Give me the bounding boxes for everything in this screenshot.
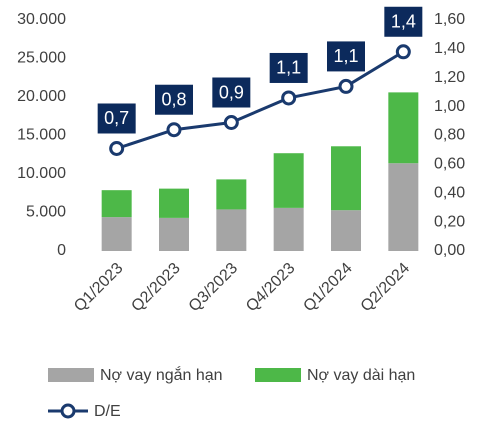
data-label: 0,7 [104, 108, 129, 128]
y2-tick-label: 1,40 [434, 40, 465, 57]
x-tick-label: Q3/2023 [186, 260, 242, 316]
data-label-box [384, 6, 423, 37]
y2-tick-label: 1,60 [434, 11, 465, 28]
bar [159, 188, 189, 218]
bar [216, 179, 247, 210]
data-label: 1,1 [276, 58, 301, 78]
y-tick-label: 25.000 [17, 50, 66, 67]
y-tick-label: 0 [57, 242, 66, 259]
bar [101, 190, 132, 218]
legend-label: Nợ vay dài hạn [307, 367, 415, 384]
line-marker [109, 140, 125, 156]
bar [216, 209, 247, 251]
bar [273, 207, 304, 251]
data-label: 0,8 [161, 89, 186, 109]
x-tick-label: Q1/2023 [71, 260, 127, 316]
legend-label: Nợ vay ngắn hạn [100, 365, 223, 384]
x-tick-label: Q1/2024 [300, 260, 356, 316]
data-label-box [269, 52, 308, 83]
legend-swatch [48, 368, 94, 382]
line-marker [338, 78, 354, 94]
y2-tick-label: 0,00 [434, 242, 465, 259]
legend-marker [60, 403, 76, 419]
data-label-box [212, 77, 251, 108]
legend-swatch [255, 368, 301, 382]
bar [388, 92, 419, 164]
data-label: 0,9 [219, 82, 244, 102]
data-label-box [155, 84, 193, 115]
y-tick-label: 5.000 [26, 204, 66, 221]
y2-tick-label: 0,40 [434, 184, 465, 201]
line [116, 50, 405, 150]
y-tick-label: 20.000 [17, 88, 66, 105]
line-marker [223, 115, 239, 131]
line-marker [395, 44, 411, 60]
bar [331, 210, 361, 251]
y2-tick-label: 0,80 [434, 127, 465, 144]
y2-tick-label: 0,60 [434, 156, 465, 173]
data-label-box [327, 41, 365, 72]
data-label-box [97, 103, 136, 134]
y2-tick-label: 1,00 [434, 98, 465, 115]
line-marker [281, 90, 297, 106]
y-tick-label: 30.000 [17, 11, 66, 28]
bar [388, 163, 419, 251]
x-tick-label: Q4/2023 [243, 260, 299, 316]
bar [331, 146, 361, 211]
bar [101, 217, 132, 251]
line-marker [166, 122, 182, 138]
data-label: 1,1 [333, 46, 358, 66]
bar [159, 217, 189, 251]
x-tick-label: Q2/2024 [358, 260, 414, 316]
x-tick-label: Q2/2023 [128, 260, 184, 316]
y2-tick-label: 0,20 [434, 213, 465, 230]
y2-tick-label: 1,20 [434, 69, 465, 86]
y-tick-label: 15.000 [17, 127, 66, 144]
data-label: 1,4 [391, 12, 416, 32]
bar [273, 153, 304, 208]
y-tick-label: 10.000 [17, 165, 66, 182]
legend-label: D/E [94, 403, 121, 420]
